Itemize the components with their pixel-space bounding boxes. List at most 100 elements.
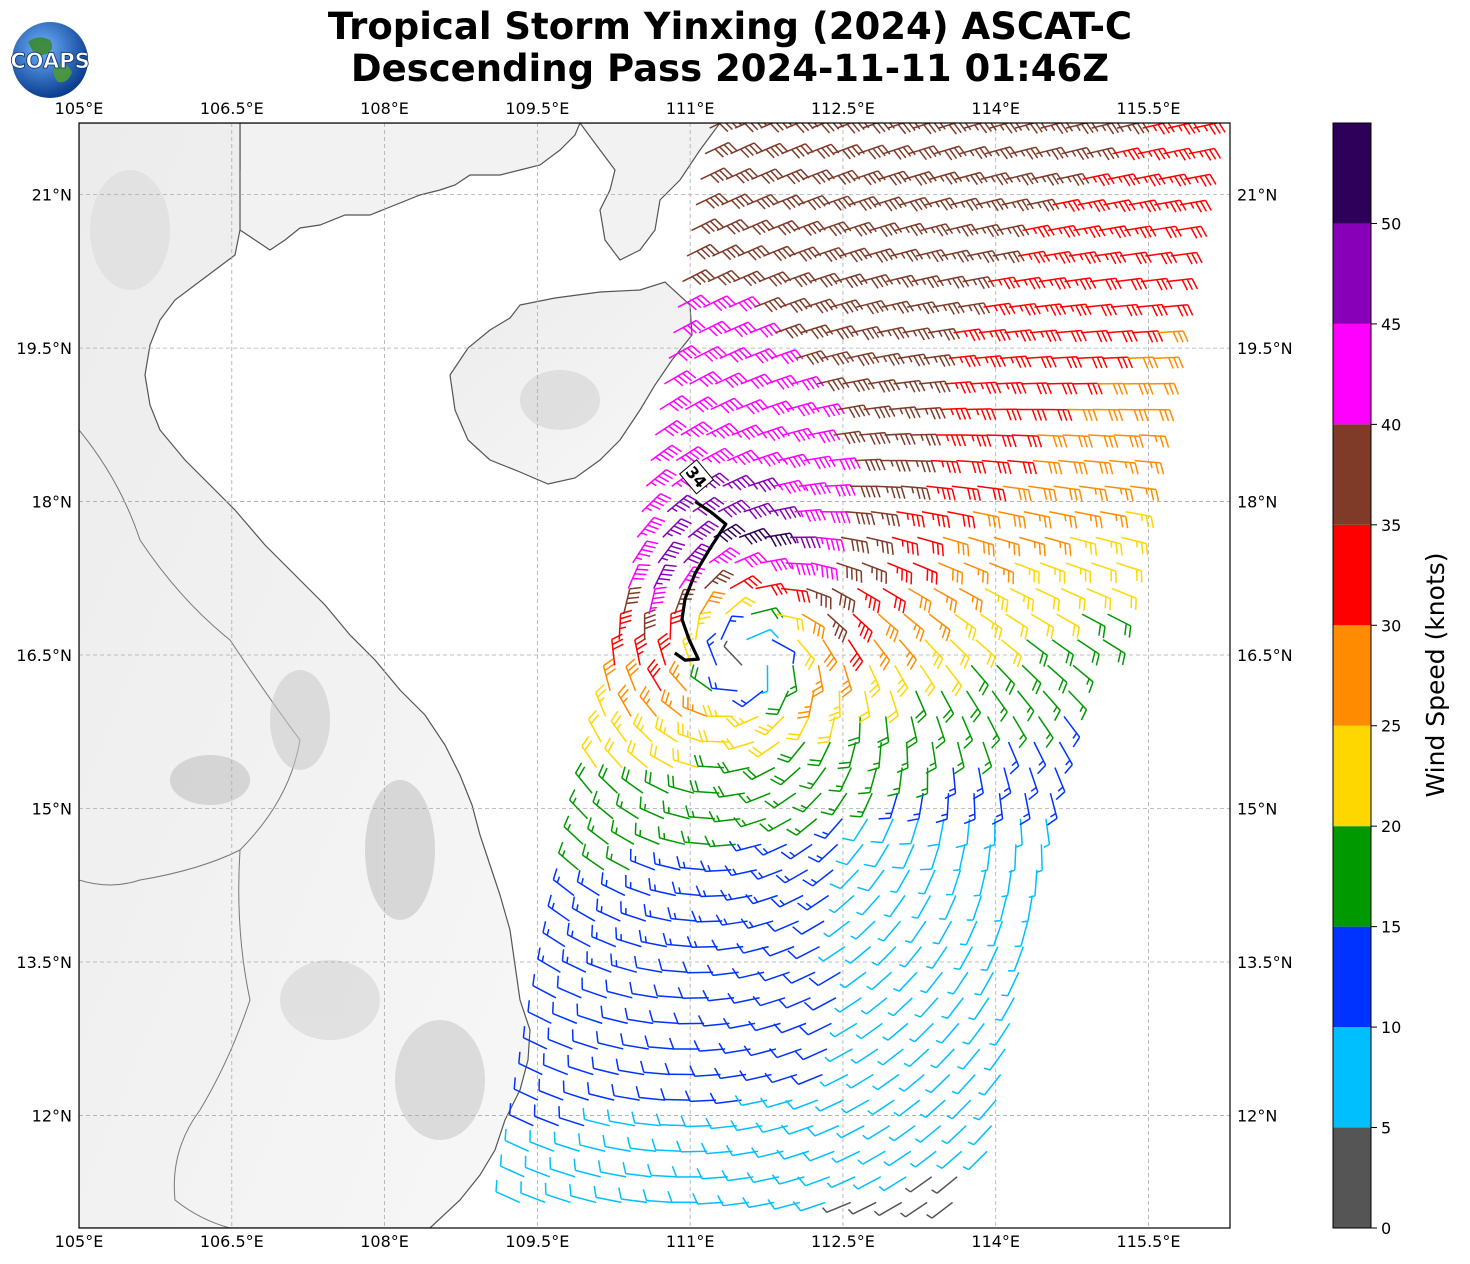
barb-feather xyxy=(965,200,974,211)
wind-barb xyxy=(717,499,751,518)
barb-feather xyxy=(973,304,981,316)
wind-barb xyxy=(643,608,656,640)
barb-feather xyxy=(991,818,1003,825)
barb-feather xyxy=(990,656,996,669)
wind-barb xyxy=(888,406,921,419)
barb-feather xyxy=(708,520,719,528)
wind-barb xyxy=(907,793,924,822)
barb-feather xyxy=(844,458,851,470)
wind-barb xyxy=(680,421,713,438)
barb-feather xyxy=(908,123,916,131)
barb-feather xyxy=(815,351,824,363)
barb-feather xyxy=(1027,435,1033,448)
barb-feather xyxy=(662,932,668,945)
barb-feather xyxy=(738,325,748,336)
barb-feather xyxy=(857,380,866,392)
barb-feather xyxy=(712,325,723,335)
wind-barb xyxy=(754,296,787,313)
barb-feather xyxy=(1052,435,1058,448)
barb-feather xyxy=(620,609,633,615)
barb-half-feather xyxy=(917,304,922,311)
barb-shaft xyxy=(694,1073,721,1078)
barb-shaft xyxy=(636,966,663,973)
barb-feather xyxy=(1002,462,1007,474)
barb-feather xyxy=(813,833,826,840)
barb-half-feather xyxy=(1143,176,1149,183)
barb-feather xyxy=(680,1115,687,1127)
barb-feather xyxy=(1093,201,1101,213)
wind-barb xyxy=(513,1077,539,1101)
barb-feather xyxy=(1000,173,1009,185)
barb-feather xyxy=(708,810,716,823)
wind-barb xyxy=(701,447,734,464)
barb-shaft xyxy=(650,889,676,897)
barb-feather xyxy=(1110,304,1118,316)
barb-shaft xyxy=(946,1125,967,1145)
barb-feather xyxy=(990,408,997,421)
barb-feather xyxy=(744,193,754,203)
barb-half-feather xyxy=(974,992,981,996)
barb-shaft xyxy=(926,485,953,490)
barb-half-feather xyxy=(766,724,773,729)
wind-barb xyxy=(967,1125,993,1146)
barb-shaft xyxy=(866,536,892,545)
barb-feather xyxy=(879,656,888,667)
barb-shaft xyxy=(826,1201,852,1214)
barb-half-feather xyxy=(814,1105,821,1112)
barb-feather xyxy=(1126,330,1133,343)
barb-half-feather xyxy=(794,828,801,833)
barb-half-feather xyxy=(993,305,998,312)
wind-barb xyxy=(971,223,1004,238)
barb-feather xyxy=(892,354,900,365)
barb-feather xyxy=(1036,409,1043,421)
lat-tick-label-left: 18°N xyxy=(32,493,72,512)
barb-feather xyxy=(943,355,951,367)
barb-feather xyxy=(991,200,999,212)
barb-shaft xyxy=(572,1040,598,1050)
barb-shaft xyxy=(679,866,706,871)
barb-feather xyxy=(649,663,659,674)
barb-shaft xyxy=(867,1125,891,1140)
barb-feather xyxy=(714,148,724,158)
wind-barb xyxy=(532,973,557,999)
wind-barb xyxy=(729,575,763,590)
barb-feather xyxy=(846,123,856,134)
barb-feather xyxy=(879,432,886,444)
barb-feather xyxy=(1008,683,1016,695)
barb-feather xyxy=(1155,489,1160,502)
barb-feather xyxy=(770,146,780,157)
barb-feather xyxy=(976,461,982,474)
barb-feather xyxy=(729,547,741,555)
barb-feather xyxy=(1124,516,1129,529)
barb-feather xyxy=(779,142,789,153)
barb-feather xyxy=(598,764,605,776)
barb-feather xyxy=(801,590,806,603)
barb-feather xyxy=(859,715,870,724)
barb-shaft xyxy=(1086,587,1111,600)
wind-barb xyxy=(689,371,723,388)
barb-feather xyxy=(829,298,838,309)
wind-barb xyxy=(649,743,674,769)
barb-feather xyxy=(748,556,758,566)
barb-half-feather xyxy=(903,382,908,389)
barb-half-feather xyxy=(1019,305,1024,312)
barb-feather xyxy=(744,534,753,545)
barb-feather xyxy=(1048,488,1053,501)
barb-shaft xyxy=(616,804,639,820)
barb-feather xyxy=(868,197,877,208)
barb-feather xyxy=(770,194,780,204)
lat-tick-label-right: 19.5°N xyxy=(1237,339,1293,358)
wind-barb xyxy=(668,660,688,692)
wind-barb xyxy=(593,1185,622,1204)
wind-barb xyxy=(1148,382,1180,395)
barb-feather xyxy=(733,397,744,407)
barb-feather xyxy=(819,301,829,312)
lat-tick-label-left: 19.5°N xyxy=(16,339,72,358)
barb-half-feather xyxy=(833,706,840,710)
barb-feather xyxy=(658,475,670,483)
barb-feather xyxy=(928,146,937,158)
barb-feather xyxy=(667,549,680,555)
wind-barb xyxy=(611,633,624,666)
wind-barb xyxy=(547,1027,573,1050)
barb-feather xyxy=(1119,226,1127,238)
